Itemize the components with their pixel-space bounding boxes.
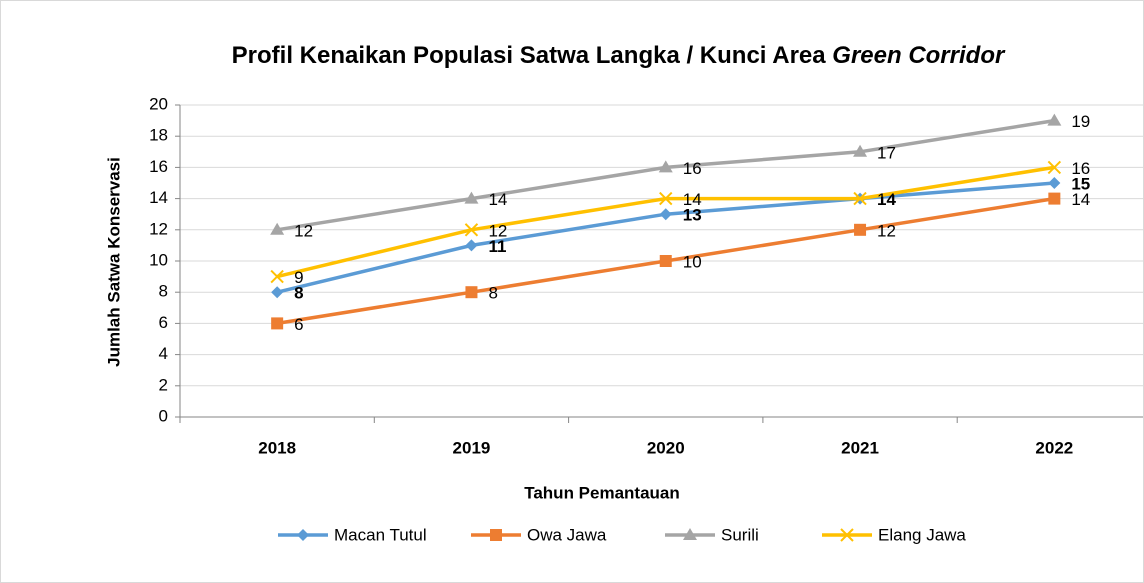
marker	[464, 191, 479, 204]
data-label: 14	[488, 190, 507, 209]
data-label: 12	[488, 221, 507, 240]
marker	[659, 191, 673, 206]
marker	[659, 208, 672, 221]
y-tick-label: 14	[149, 188, 168, 207]
x-tick-label: 2018	[258, 438, 296, 457]
y-tick-label: 2	[159, 375, 168, 394]
marker	[297, 529, 309, 541]
data-label: 16	[683, 159, 702, 178]
x-tick-label: 2020	[647, 438, 685, 457]
data-label: 9	[294, 268, 303, 287]
legend-label: Elang Jawa	[878, 525, 966, 544]
y-tick-label: 4	[159, 344, 168, 363]
title-main: Profil Kenaikan Populasi Satwa Langka / …	[232, 42, 833, 69]
data-label: 14	[683, 190, 702, 209]
marker	[840, 528, 854, 542]
x-axis-label: Tahun Pemantauan	[524, 483, 680, 502]
marker	[271, 317, 284, 330]
data-label: 12	[294, 221, 313, 240]
marker	[1048, 177, 1061, 189]
marker	[490, 529, 502, 541]
data-label: 10	[683, 252, 702, 271]
marker	[1048, 192, 1061, 205]
data-label: 12	[877, 221, 896, 240]
data-label: 11	[488, 237, 506, 256]
y-tick-label: 18	[149, 126, 168, 145]
legend-label: Surili	[721, 525, 759, 544]
marker	[854, 223, 867, 236]
data-label: 14	[1071, 190, 1090, 209]
legend-label: Owa Jawa	[527, 525, 607, 544]
data-label: 8	[488, 284, 497, 303]
y-axis-label: Jumlah Satwa Konservasi	[104, 157, 123, 367]
y-tick-label: 6	[159, 313, 168, 332]
y-tick-label: 16	[149, 157, 168, 176]
x-tick-label: 2022	[1035, 438, 1073, 457]
data-label: 6	[294, 315, 303, 334]
data-label: 14	[877, 190, 896, 209]
series: 12 14 16 17 19	[270, 112, 1090, 240]
marker	[683, 528, 697, 540]
data-label: 16	[1071, 159, 1090, 178]
x-tick-label: 2021	[841, 438, 879, 457]
marker	[853, 144, 868, 157]
marker	[1047, 160, 1062, 175]
y-tick-label: 12	[149, 219, 168, 238]
marker	[464, 223, 479, 237]
chart-title: Profil Kenaikan Populasi Satwa Langka / …	[232, 42, 1006, 69]
y-tick-label: 8	[159, 282, 168, 301]
marker	[270, 269, 284, 284]
series: 9 12 14 14 16	[270, 159, 1090, 287]
y-tick-label: 10	[149, 250, 168, 269]
title-emphasis: Green Corridor	[832, 42, 1006, 69]
marker	[658, 160, 673, 173]
data-label: 8	[294, 284, 303, 303]
data-label: 13	[683, 206, 702, 225]
marker	[659, 255, 672, 267]
marker	[271, 286, 284, 299]
y-tick-label: 0	[159, 406, 168, 425]
y-tick-label: 20	[149, 94, 168, 113]
series: 6 8 10 12 14	[271, 190, 1090, 334]
marker	[465, 286, 478, 299]
marker	[1047, 113, 1062, 126]
legend-label: Macan Tutul	[334, 525, 427, 544]
marker	[853, 191, 867, 206]
data-label: 17	[877, 143, 896, 162]
data-label: 15	[1071, 174, 1090, 193]
x-tick-label: 2019	[453, 438, 491, 457]
data-label: 19	[1071, 112, 1090, 131]
marker	[270, 222, 285, 235]
marker	[465, 239, 478, 252]
